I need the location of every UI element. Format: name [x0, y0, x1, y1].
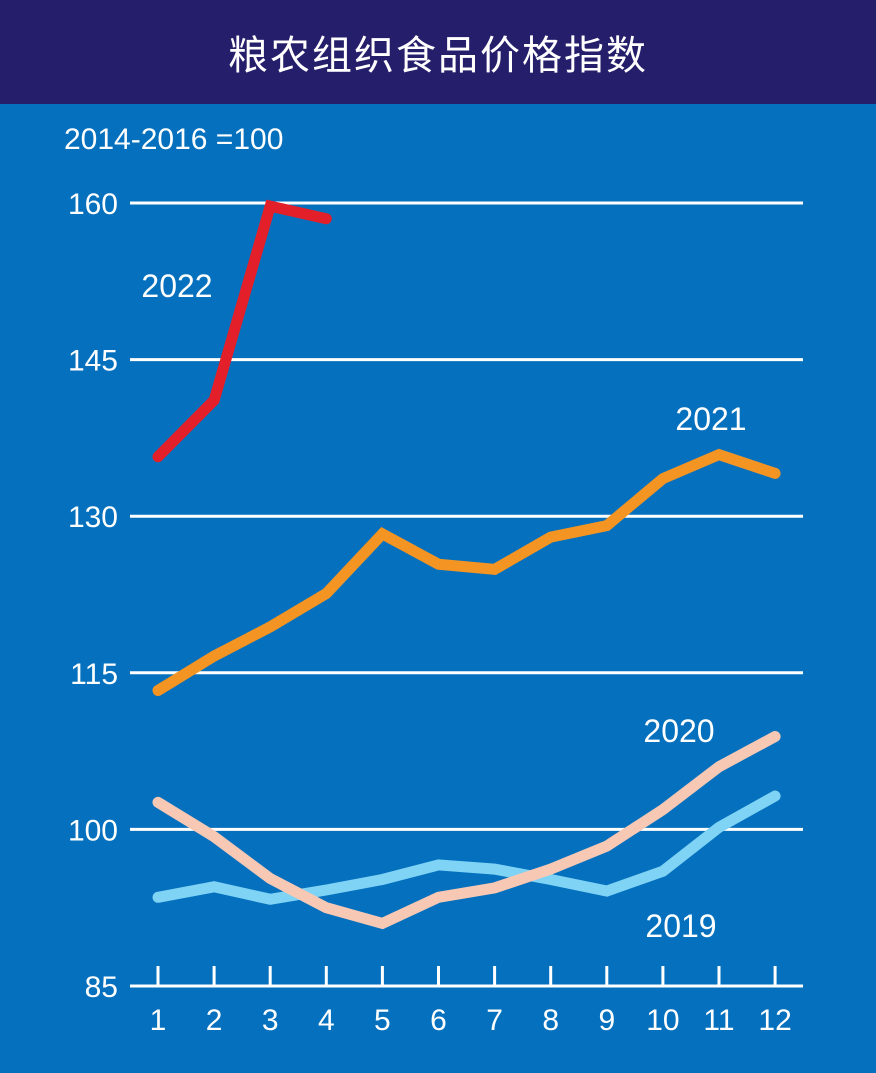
series-lines [152, 199, 781, 930]
chart-title: 粮农组织食品价格指数 [228, 33, 648, 79]
series-label-2019: 2019 [645, 908, 716, 944]
y-tick-label: 115 [70, 658, 118, 691]
y-axis-ticks: 85 100 115 130 145 160 [68, 188, 118, 1004]
series-labels: 2019 2020 2021 2022 [141, 268, 746, 944]
series-line-2019 [152, 790, 781, 905]
series-line-2021 [152, 448, 781, 696]
y-tick-label: 85 [85, 971, 118, 1004]
y-tick-label: 100 [68, 814, 118, 847]
title-bar: 粮农组织食品价格指数 [0, 0, 876, 104]
y-tick-label: 160 [68, 188, 118, 221]
x-tick-label: 5 [374, 1004, 391, 1037]
y-tick-label: 130 [68, 501, 118, 534]
x-tick-label: 7 [486, 1004, 503, 1037]
x-tick-label: 12 [758, 1004, 791, 1037]
x-tick-label: 10 [646, 1004, 679, 1037]
x-tick-label: 11 [703, 1004, 734, 1037]
series-label-2020: 2020 [643, 713, 714, 749]
series-line-2022 [152, 199, 332, 463]
x-tick-label: 8 [542, 1004, 559, 1037]
chart-subtitle: 2014-2016 =100 [64, 123, 283, 156]
x-tick-label: 9 [598, 1004, 615, 1037]
x-axis: 1 2 3 4 5 6 7 8 9 10 11 12 [150, 966, 792, 1037]
x-tick-label: 2 [206, 1004, 223, 1037]
series-label-2021: 2021 [675, 401, 746, 437]
series-label-2022: 2022 [141, 268, 212, 304]
y-tick-label: 145 [68, 345, 118, 378]
grid-lines [130, 201, 803, 988]
x-tick-label: 4 [318, 1004, 335, 1037]
x-tick-label: 6 [430, 1004, 447, 1037]
series-line-2020 [152, 731, 781, 930]
x-tick-label: 1 [150, 1004, 167, 1037]
x-tick-label: 3 [262, 1004, 279, 1037]
